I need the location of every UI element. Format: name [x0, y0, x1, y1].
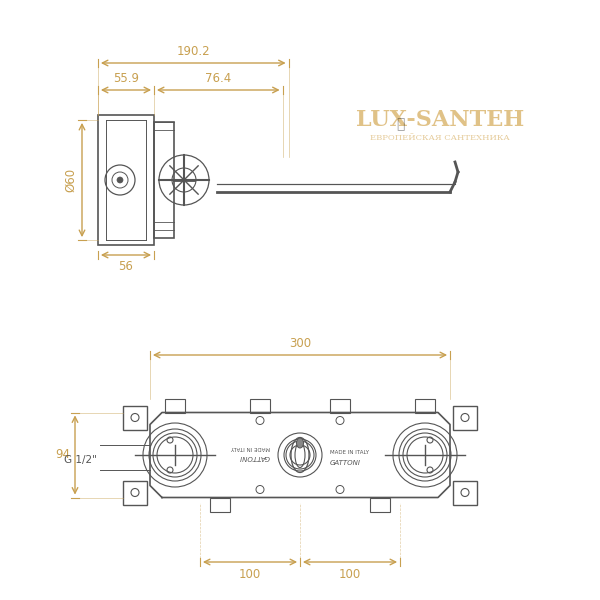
Text: LUX-SANTEH: LUX-SANTEH [356, 109, 524, 131]
Text: 100: 100 [239, 568, 261, 581]
Bar [330, 398, 350, 413]
Ellipse shape [296, 438, 304, 448]
Bar [453, 406, 477, 430]
Text: 300: 300 [289, 337, 311, 350]
Text: 🦢: 🦢 [396, 117, 404, 131]
Bar [154, 122, 174, 238]
Text: ЕВРОПЕЙСКАЯ САНТЕХНИКА: ЕВРОПЕЙСКАЯ САНТЕХНИКА [370, 134, 510, 142]
Text: 76.4: 76.4 [205, 72, 232, 85]
Bar [210, 497, 230, 511]
Text: MADE IN ITALY: MADE IN ITALY [231, 445, 270, 449]
Bar [370, 497, 390, 511]
Bar [415, 398, 435, 413]
Text: 94: 94 [55, 449, 70, 461]
Bar [98, 115, 154, 245]
Bar [165, 398, 185, 413]
Text: G 1/2": G 1/2" [64, 455, 97, 465]
Bar [123, 406, 147, 430]
Text: GATTONI: GATTONI [239, 454, 270, 460]
Text: MADE IN ITALY: MADE IN ITALY [330, 451, 369, 455]
Text: GATTONI: GATTONI [330, 460, 361, 466]
Bar [250, 398, 270, 413]
Circle shape [117, 177, 123, 183]
Text: 55.9: 55.9 [113, 72, 139, 85]
Text: 100: 100 [339, 568, 361, 581]
Text: 56: 56 [119, 260, 133, 273]
Bar [123, 481, 147, 505]
Text: 190.2: 190.2 [176, 45, 210, 58]
Text: Ø60: Ø60 [64, 168, 77, 192]
Bar [453, 481, 477, 505]
